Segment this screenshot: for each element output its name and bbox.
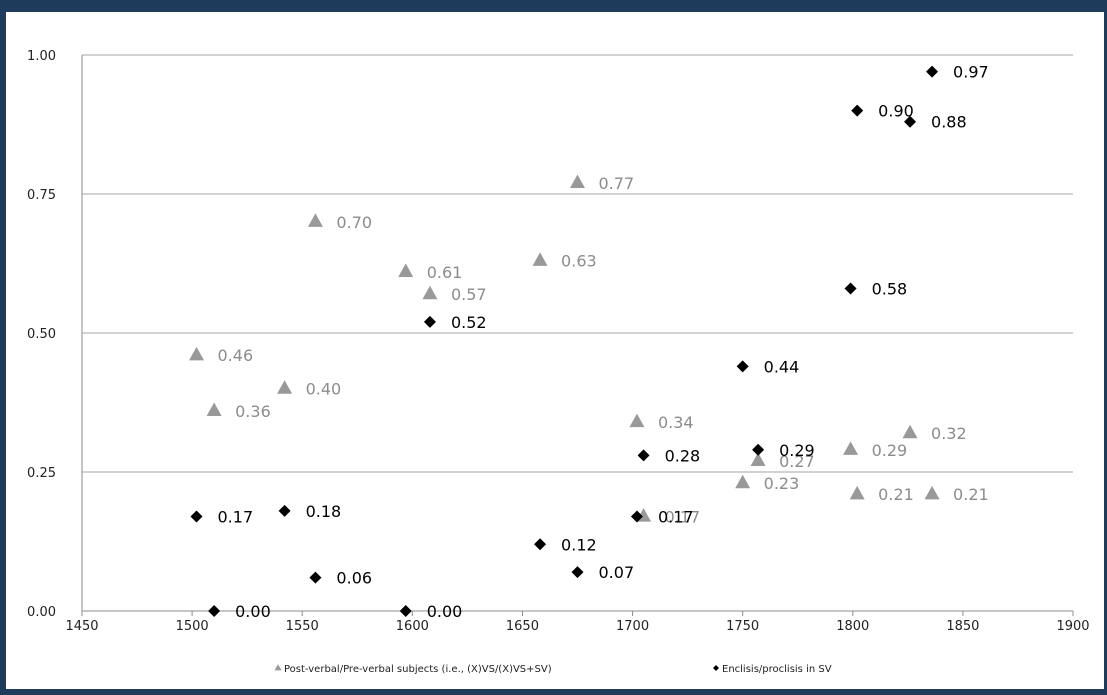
data-label: 0.77 <box>599 174 635 193</box>
diamond-point <box>736 360 749 373</box>
legend-diamond-icon <box>713 665 719 671</box>
triangle-point <box>206 402 222 416</box>
data-label: 0.07 <box>599 563 635 582</box>
data-label: 0.61 <box>427 263 463 282</box>
legend-label: Post-verbal/Pre-verbal subjects (i.e., (… <box>284 664 552 675</box>
triangle-point <box>277 380 293 394</box>
triangle-point <box>735 474 751 489</box>
data-label: 0.57 <box>451 285 487 304</box>
series-post-verbal-subjects: 0.46 0.36 0.40 0.70 0.61 0.57 0.63 0.77 0.34 0.17… <box>218 174 989 527</box>
data-label: 0.27 <box>779 452 815 471</box>
data-label: 0.21 <box>878 485 914 504</box>
data-label: 0.90 <box>878 102 914 121</box>
data-label: 0.06 <box>336 569 372 588</box>
legend-triangle-icon <box>274 664 282 671</box>
data-label: 0.32 <box>931 424 967 443</box>
triangle-point <box>629 413 645 428</box>
data-label: 0.23 <box>764 474 800 493</box>
y-tick-label: 0.00 <box>27 605 56 620</box>
diamond-point <box>752 443 765 456</box>
diamond-point <box>423 315 436 328</box>
triangle-point <box>398 263 414 277</box>
x-tick-label: 1900 <box>1056 619 1089 634</box>
y-tick-label: 0.25 <box>27 466 56 481</box>
data-label: 0.17 <box>665 507 701 526</box>
data-label: 0.29 <box>872 441 908 460</box>
series-enclisis-proclisis: 0.17 0.00 0.18 0.06 0.00 0.52 0.120.07 0.17 0.28… <box>218 63 989 621</box>
legend-item: Enclisis/proclisis in SV <box>722 664 832 675</box>
diamond-point <box>278 504 291 517</box>
diamond-point <box>904 115 917 128</box>
y-tick-label: 0.75 <box>27 188 56 203</box>
triangle-point <box>849 485 865 500</box>
triangle-point <box>189 346 205 361</box>
data-label: 0.29 <box>779 441 815 460</box>
diamond-point <box>851 104 864 117</box>
triangle-point <box>750 452 766 467</box>
triangle-point <box>924 485 940 500</box>
x-tick-label: 1800 <box>836 619 869 634</box>
diamond-point <box>571 566 584 579</box>
triangle-point <box>532 252 548 266</box>
data-label: 0.58 <box>872 280 908 299</box>
triangle-point <box>570 174 585 189</box>
data-label: 0.12 <box>561 535 597 554</box>
triangle-point <box>902 424 918 439</box>
data-label: 0.36 <box>235 402 271 421</box>
diamond-point <box>630 510 643 523</box>
x-tick-label: 1650 <box>506 619 539 634</box>
diamond-point <box>926 65 939 78</box>
data-label: 0.40 <box>306 380 342 399</box>
data-label: 0.88 <box>931 113 967 132</box>
legend-label: Enclisis/proclisis in SV <box>722 664 832 675</box>
legend-item: Post-verbal/Pre-verbal subjects (i.e., (… <box>284 664 552 675</box>
data-label: 0.17 <box>658 507 694 526</box>
y-tick-label: 1.00 <box>27 49 56 64</box>
x-tick-label: 1550 <box>286 619 319 634</box>
diamond-point <box>208 605 221 617</box>
data-label: 0.34 <box>658 413 694 432</box>
diamond-point <box>637 449 650 462</box>
data-label: 0.63 <box>561 252 597 271</box>
data-label: 0.18 <box>306 502 342 521</box>
triangle-point <box>843 441 859 455</box>
data-label: 0.21 <box>953 485 989 504</box>
data-label: 0.00 <box>235 602 271 621</box>
data-label: 0.97 <box>953 63 989 82</box>
x-tick-label: 1500 <box>176 619 209 634</box>
y-tick-label: 0.50 <box>27 327 56 342</box>
data-label: 0.17 <box>218 507 254 526</box>
data-label: 0.44 <box>764 357 800 376</box>
triangle-point <box>422 285 438 300</box>
data-label: 0.70 <box>336 213 372 232</box>
x-tick-label: 1750 <box>726 619 759 634</box>
diamond-point <box>309 571 322 584</box>
x-tick-label: 1850 <box>946 619 979 634</box>
x-tick-label: 1700 <box>616 619 649 634</box>
x-tick-label: 1450 <box>65 619 98 634</box>
data-label: 0.28 <box>665 446 701 465</box>
diamond-point <box>190 510 203 523</box>
diamond-point <box>534 538 547 551</box>
diamond-point <box>399 605 412 617</box>
data-label: 0.00 <box>427 602 463 621</box>
data-label: 0.52 <box>451 313 487 332</box>
x-tick-label: 1600 <box>396 619 429 634</box>
triangle-point <box>307 213 323 227</box>
diamond-point <box>844 282 857 295</box>
data-label: 0.46 <box>218 346 254 365</box>
